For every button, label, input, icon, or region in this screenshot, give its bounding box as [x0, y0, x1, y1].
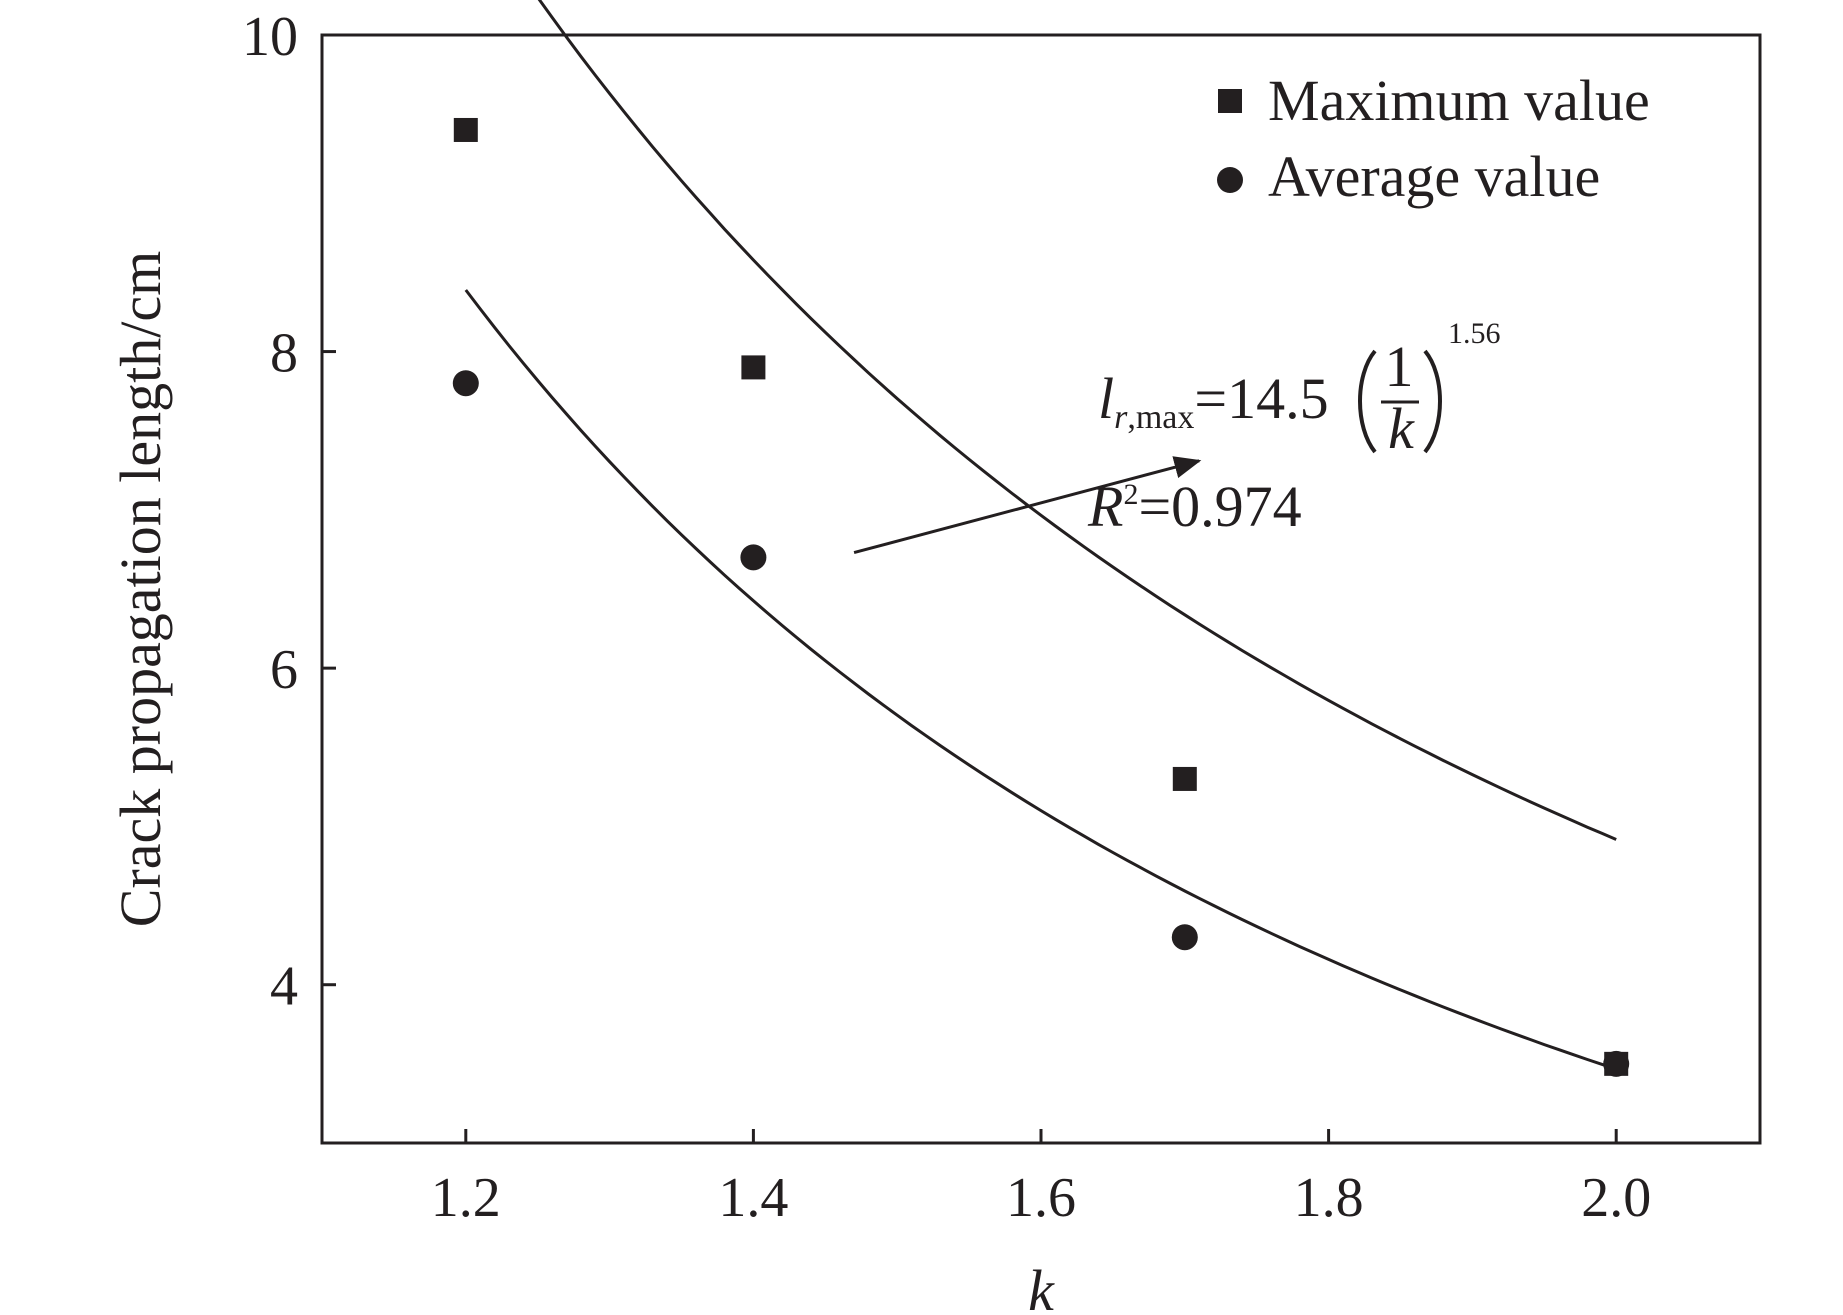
- fit-curve-maximum-value: [537, 0, 1617, 841]
- equation-exponent: 1.56: [1448, 317, 1501, 350]
- x-tick-label: 1.2: [431, 1167, 501, 1229]
- y-tick-label: 10: [242, 6, 298, 68]
- equation-subscript-r: r: [1114, 399, 1128, 436]
- x-axis-ticks: 1.2 1.4 1.6 1.8 2.0: [431, 1129, 1651, 1229]
- x-tick-label: 1.8: [1294, 1167, 1364, 1229]
- point-maximum-value: [453, 117, 478, 142]
- x-tick-label: 2.0: [1581, 1167, 1651, 1229]
- equation-r-squared: R2=0.974: [1087, 474, 1302, 539]
- data-markers: [452, 117, 1630, 1077]
- point-average-value: [1171, 924, 1198, 951]
- r-squared-variable: R: [1087, 474, 1123, 539]
- y-tick-label: 8: [270, 323, 298, 385]
- point-average-value: [452, 370, 479, 397]
- x-tick-label: 1.4: [718, 1167, 788, 1229]
- equation-variable: l: [1098, 366, 1114, 431]
- legend-label-maximum-value: Maximum value: [1268, 68, 1650, 133]
- equation-lhs: lr,max=14.5: [1098, 366, 1329, 436]
- y-axis-title: Crack propagation length/cm: [108, 251, 173, 927]
- legend-marker-average-value: [1217, 167, 1243, 193]
- x-tick-label: 1.6: [1006, 1167, 1076, 1229]
- fit-curves: [464, 0, 1617, 1071]
- equation-left-paren: [1358, 349, 1377, 454]
- legend: Maximum value Average value: [1217, 68, 1650, 209]
- point-average-value: [1603, 1050, 1630, 1077]
- annotation-arrow: [853, 456, 1202, 555]
- legend-label-average-value: Average value: [1268, 144, 1600, 209]
- equation-coefficient: =14.5: [1194, 366, 1328, 431]
- fit-curve-average-value: [464, 289, 1617, 1071]
- point-maximum-value: [741, 355, 766, 380]
- point-average-value: [740, 544, 767, 571]
- equation-subscript-max: ,max: [1127, 399, 1194, 436]
- point-maximum-value: [1172, 766, 1197, 791]
- r-squared-superscript: 2: [1123, 478, 1138, 511]
- fit-equation: lr,max=14.5 1 k 1.56 R2=0.974: [1087, 317, 1501, 539]
- equation-fraction-denominator: k: [1388, 396, 1415, 461]
- legend-marker-maximum-value: [1218, 89, 1242, 113]
- r-squared-value: =0.974: [1138, 474, 1301, 539]
- x-axis-title: k: [1028, 1258, 1055, 1315]
- equation-fraction-numerator: 1: [1385, 334, 1414, 399]
- equation-right-paren: [1423, 349, 1442, 454]
- y-tick-label: 6: [270, 639, 298, 701]
- y-tick-label: 4: [270, 956, 298, 1018]
- y-axis-ticks: 4 6 8 10: [242, 6, 336, 1018]
